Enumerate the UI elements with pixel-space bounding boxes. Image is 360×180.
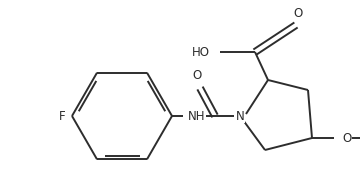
Text: HO: HO <box>192 46 210 58</box>
Text: O: O <box>342 132 351 145</box>
Text: O: O <box>192 69 202 82</box>
Text: F: F <box>59 109 66 123</box>
Text: NH: NH <box>188 109 206 123</box>
Text: O: O <box>293 7 303 20</box>
Text: N: N <box>236 109 244 123</box>
